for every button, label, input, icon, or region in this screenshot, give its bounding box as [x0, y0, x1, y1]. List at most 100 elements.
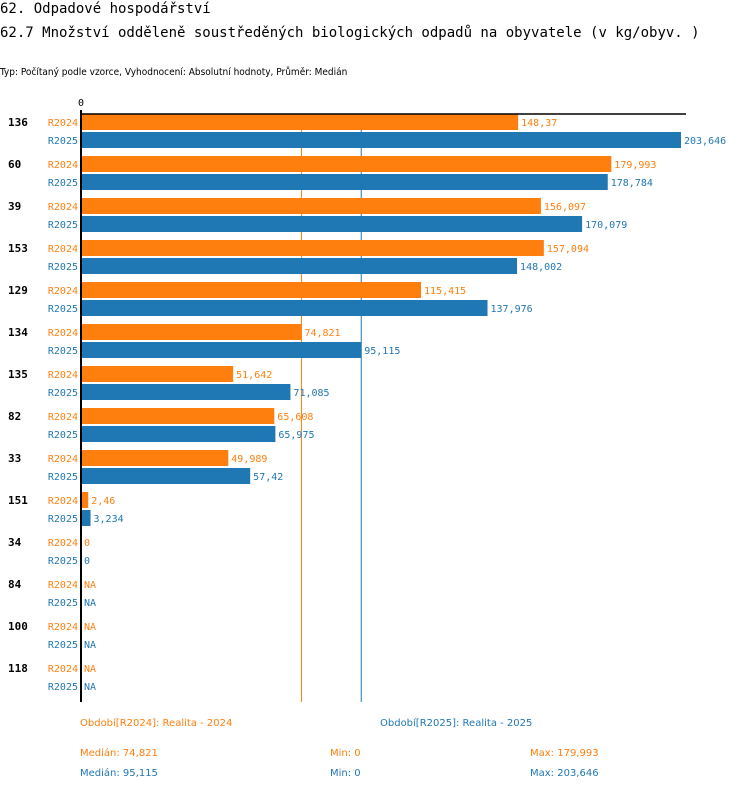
series-label: R2025: [48, 640, 78, 651]
legend-r2025: Období[R2025]: Realita - 2025: [380, 718, 533, 729]
bar-r2025: [81, 216, 583, 232]
series-label: R2024: [48, 664, 78, 675]
series-label: R2024: [48, 286, 78, 297]
bar-r2025: [81, 258, 518, 274]
series-label: R2025: [48, 220, 78, 231]
category-label: 39: [8, 200, 21, 213]
data-label: 65,608: [277, 412, 313, 423]
data-label: 95,115: [364, 346, 400, 357]
category-label: 82: [8, 410, 21, 423]
data-label: 49,989: [231, 454, 267, 465]
bar-r2025: [81, 426, 276, 442]
series-label: R2024: [48, 202, 78, 213]
bar-r2024: [81, 492, 89, 508]
bar-r2025: [81, 174, 608, 190]
category-label: 129: [8, 284, 28, 297]
data-label: 51,642: [236, 370, 272, 381]
stat-max-r2025: Max: 203,646: [530, 768, 599, 779]
series-label: R2024: [48, 496, 78, 507]
series-label: R2024: [48, 118, 78, 129]
series-label: R2024: [48, 370, 78, 381]
series-label: R2025: [48, 346, 78, 357]
bar-r2024: [81, 282, 422, 298]
stat-min-r2024: Min: 0: [330, 748, 361, 759]
category-label: 153: [8, 242, 28, 255]
data-label: NA: [84, 598, 96, 609]
bar-r2025: [81, 132, 681, 148]
bar-r2025: [81, 300, 488, 316]
data-label: 74,821: [304, 328, 340, 339]
category-label: 135: [8, 368, 28, 381]
category-label: 134: [8, 326, 28, 339]
bar-r2024: [81, 198, 541, 214]
data-label: 179,993: [614, 160, 656, 171]
data-label: NA: [84, 640, 96, 651]
bar-r2024: [81, 114, 519, 130]
data-label: 203,646: [684, 136, 726, 147]
series-label: R2025: [48, 472, 78, 483]
indicator-title: 62.7 Množství odděleně soustředěných bio…: [0, 25, 700, 41]
series-label: R2024: [48, 454, 78, 465]
data-label: NA: [84, 622, 96, 633]
category-label: 118: [8, 662, 28, 675]
series-label: R2025: [48, 514, 78, 525]
bar-r2024: [81, 240, 544, 256]
bar-r2025: [81, 384, 291, 400]
data-label: 0: [84, 556, 90, 567]
series-label: R2024: [48, 244, 78, 255]
series-label: R2025: [48, 178, 78, 189]
category-label: 33: [8, 452, 21, 465]
data-label: 148,37: [521, 118, 557, 129]
series-label: R2025: [48, 598, 78, 609]
data-label: 3,234: [94, 514, 124, 525]
stat-median-r2024: Medián: 74,821: [80, 748, 158, 759]
series-label: R2025: [48, 262, 78, 273]
data-label: 156,097: [544, 202, 586, 213]
data-label: NA: [84, 664, 96, 675]
series-label: R2024: [48, 622, 78, 633]
series-label: R2025: [48, 136, 78, 147]
series-label: R2025: [48, 430, 78, 441]
series-label: R2024: [48, 412, 78, 423]
bar-chart: 136 R2024 148,37 R2025 203,646 60 R2024 179,993…: [8, 98, 726, 702]
data-label: 170,079: [585, 220, 627, 231]
data-label: 178,784: [611, 178, 653, 189]
category-label: 84: [8, 578, 22, 591]
series-label: R2025: [48, 682, 78, 693]
series-label: R2024: [48, 580, 78, 591]
stat-median-r2025: Medián: 95,115: [80, 768, 158, 779]
series-label: R2025: [48, 388, 78, 399]
bar-r2024: [81, 450, 229, 466]
bar-r2025: [81, 468, 251, 484]
data-label: 65,975: [278, 430, 314, 441]
chart-subtitle: Typ: Počítaný podle vzorce, Vyhodnocení:…: [0, 67, 348, 78]
series-label: R2024: [48, 538, 78, 549]
bar-r2024: [81, 324, 302, 340]
category-label: 151: [8, 494, 28, 507]
series-label: R2024: [48, 328, 78, 339]
data-label: NA: [84, 580, 96, 591]
data-label: 0: [84, 538, 90, 549]
bar-r2024: [81, 408, 275, 424]
series-label: R2025: [48, 304, 78, 315]
bar-r2025: [81, 510, 91, 526]
series-label: R2024: [48, 160, 78, 171]
legend-r2024: Období[R2024]: Realita - 2024: [80, 718, 233, 729]
series-label: R2025: [48, 556, 78, 567]
data-label: 115,415: [424, 286, 466, 297]
bar-r2024: [81, 366, 234, 382]
bar-r2024: [81, 156, 612, 172]
data-label: 148,002: [520, 262, 562, 273]
stat-max-r2024: Max: 179,993: [530, 748, 599, 759]
data-label: 2,46: [91, 496, 115, 507]
data-label: 157,094: [547, 244, 589, 255]
category-label: 136: [8, 116, 28, 129]
data-label: NA: [84, 682, 96, 693]
section-title: 62. Odpadové hospodářství: [0, 1, 211, 17]
stat-min-r2025: Min: 0: [330, 768, 361, 779]
data-label: 71,085: [293, 388, 329, 399]
data-label: 137,976: [491, 304, 533, 315]
data-label: 57,42: [253, 472, 283, 483]
category-label: 100: [8, 620, 28, 633]
category-label: 34: [8, 536, 22, 549]
